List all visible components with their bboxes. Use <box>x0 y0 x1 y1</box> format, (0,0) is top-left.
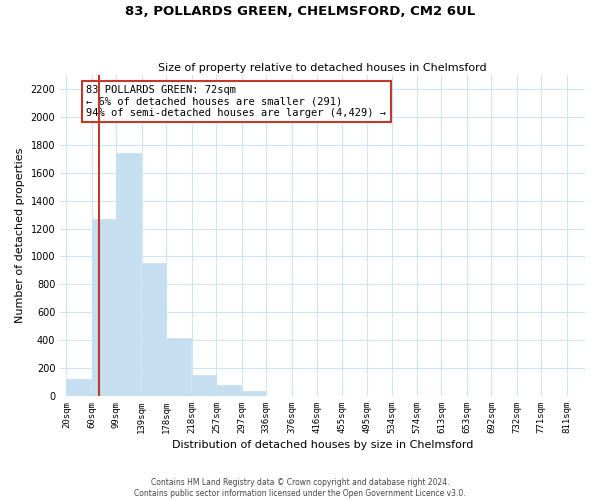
Text: 83 POLLARDS GREEN: 72sqm
← 6% of detached houses are smaller (291)
94% of semi-d: 83 POLLARDS GREEN: 72sqm ← 6% of detache… <box>86 85 386 118</box>
Bar <box>191 375 217 396</box>
Y-axis label: Number of detached properties: Number of detached properties <box>15 148 25 323</box>
Text: 83, POLLARDS GREEN, CHELMSFORD, CM2 6UL: 83, POLLARDS GREEN, CHELMSFORD, CM2 6UL <box>125 5 475 18</box>
Bar <box>166 338 191 396</box>
Bar <box>116 154 141 396</box>
Bar <box>142 264 166 396</box>
Bar <box>67 379 91 396</box>
Bar <box>92 219 116 396</box>
Bar <box>242 391 266 396</box>
Title: Size of property relative to detached houses in Chelmsford: Size of property relative to detached ho… <box>158 63 487 73</box>
X-axis label: Distribution of detached houses by size in Chelmsford: Distribution of detached houses by size … <box>172 440 473 450</box>
Text: Contains HM Land Registry data © Crown copyright and database right 2024.
Contai: Contains HM Land Registry data © Crown c… <box>134 478 466 498</box>
Bar <box>217 385 241 396</box>
